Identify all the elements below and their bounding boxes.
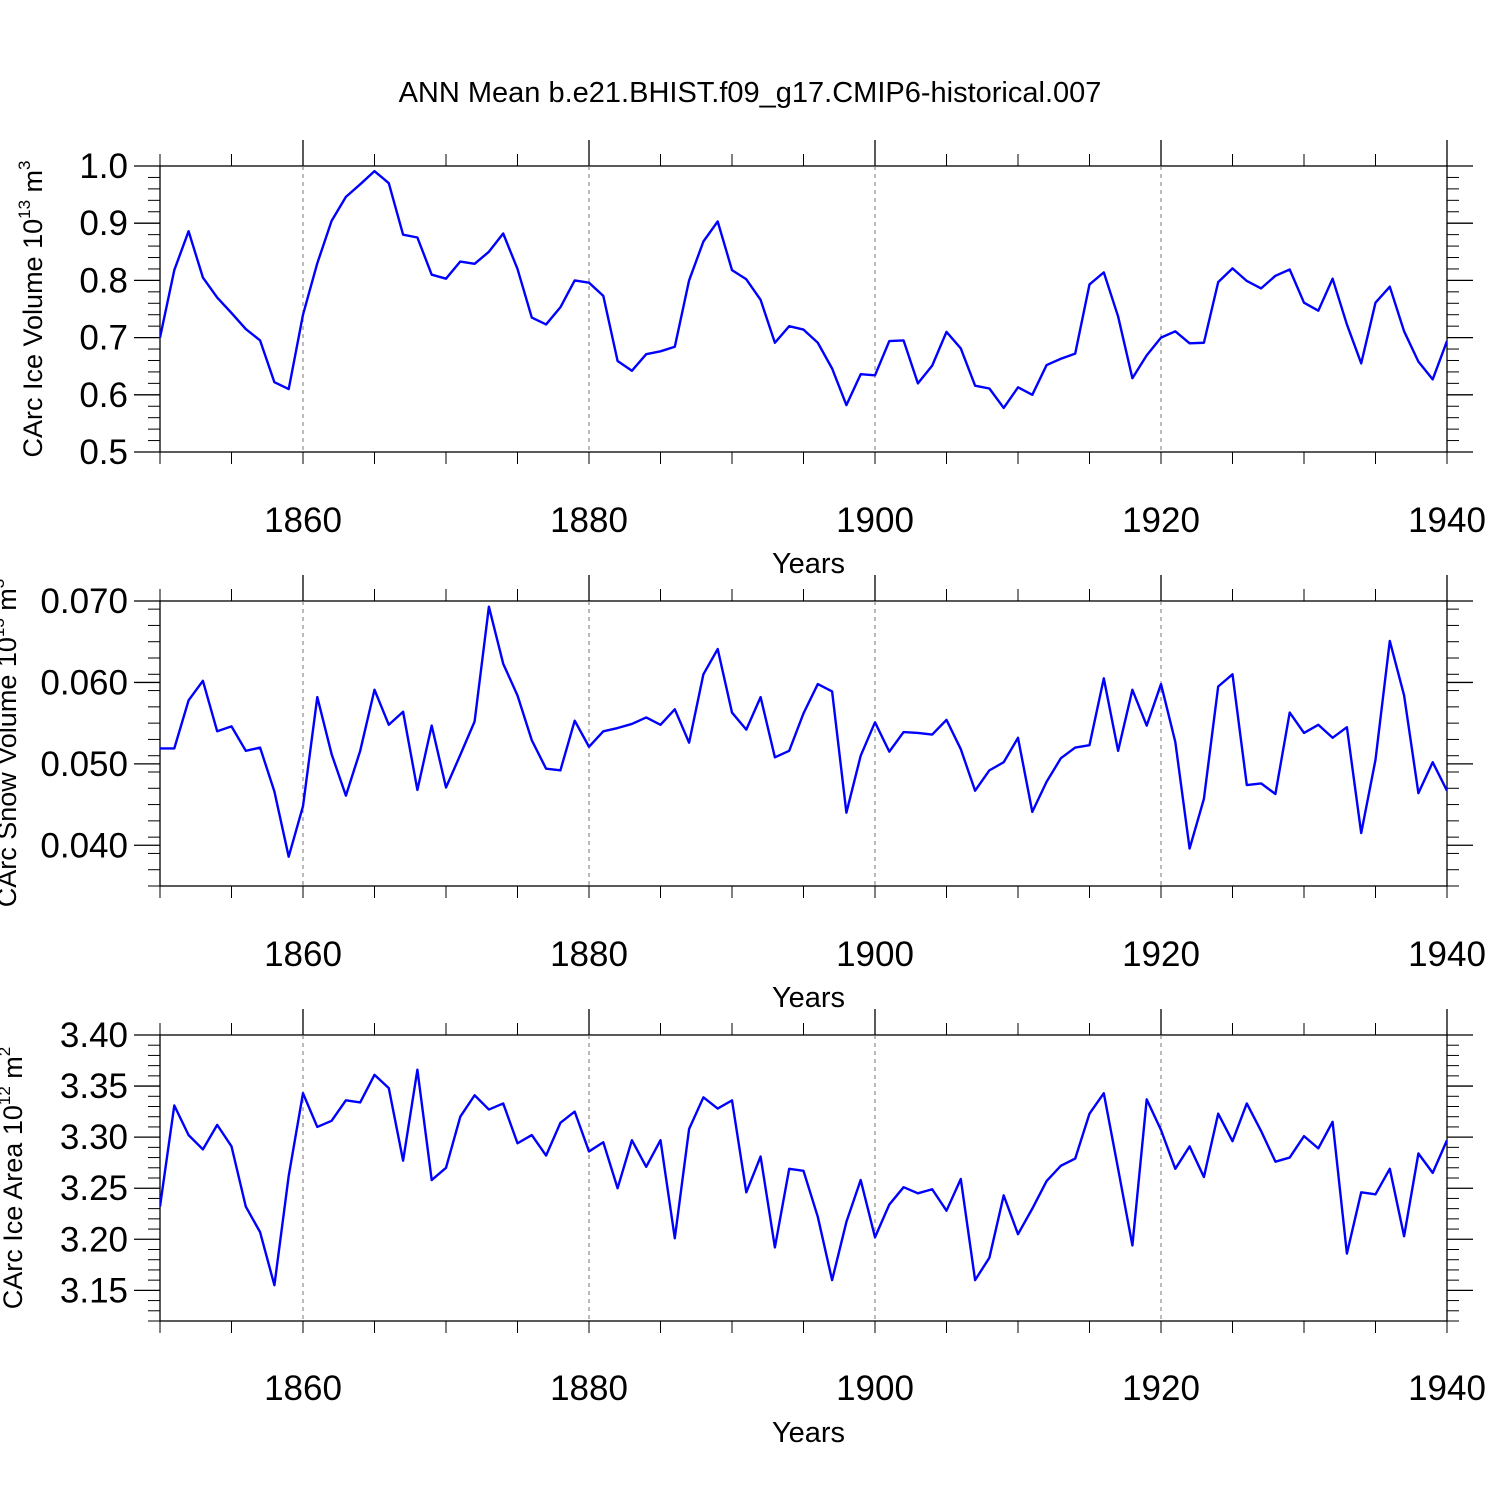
x-tick-label: 1900 [836, 1369, 914, 1408]
y-axis-label-unit: m [0, 1056, 28, 1086]
y-tick-label: 3.40 [60, 1016, 128, 1055]
x-axis-label: Years [772, 982, 845, 1014]
y-axis-label-exponent: 12 [0, 1086, 14, 1105]
y-tick-label: 3.15 [60, 1271, 128, 1310]
y-tick-label: 0.9 [79, 204, 128, 243]
y-axis-label-exponent: 13 [15, 200, 34, 219]
y-tick-label: 0.040 [40, 826, 128, 865]
y-tick-label: 0.060 [40, 663, 128, 702]
y-axis-label-main: CArc Ice Volume 10 [18, 219, 48, 458]
x-tick-label: 1940 [1408, 1369, 1486, 1408]
x-tick-label: 1940 [1408, 501, 1486, 540]
y-axis-label-unit-exponent: 3 [15, 160, 34, 169]
panel-2: 0.040 0.050 0.060 0.070 1860 1880 1900 1920 1940… [0, 575, 1486, 1014]
series-line [160, 169, 1447, 410]
x-tick-label: 1860 [264, 1369, 342, 1408]
figure-title: ANN Mean b.e21.BHIST.f09_g17.CMIP6-histo… [399, 77, 1102, 109]
x-tick-label: 1880 [550, 501, 628, 540]
y-tick-label: 3.20 [60, 1220, 128, 1259]
x-tick-label: 1880 [550, 935, 628, 974]
y-axis-label-unit-exponent: 2 [0, 1047, 14, 1056]
y-tick-label: 0.070 [40, 582, 128, 621]
x-tick-label: 1920 [1122, 1369, 1200, 1408]
y-tick-label: 3.30 [60, 1118, 128, 1157]
y-axis-label-unit: m [18, 170, 48, 200]
y-tick-label: 0.050 [40, 745, 128, 784]
y-tick-label: 1.0 [79, 147, 128, 186]
y-axis-label: CArc Snow Volume 1013 m3 [0, 579, 22, 908]
series-line [160, 1068, 1447, 1287]
y-axis-label-unit: m [0, 588, 22, 618]
x-axis-label: Years [772, 1417, 845, 1449]
y-axis-label: CArc Ice Volume 1013 m3 [15, 160, 48, 457]
x-tick-label: 1920 [1122, 935, 1200, 974]
series-line [160, 605, 1447, 858]
y-tick-label: 0.6 [79, 376, 128, 415]
y-tick-label: 3.35 [60, 1067, 128, 1106]
y-axis-label: CArc Ice Area 1012 m2 [0, 1047, 28, 1310]
x-tick-label: 1880 [550, 1369, 628, 1408]
y-tick-label: 0.8 [79, 261, 128, 300]
y-axis-label-main: CArc Ice Area 10 [0, 1105, 28, 1309]
x-tick-label: 1860 [264, 935, 342, 974]
x-tick-label: 1920 [1122, 501, 1200, 540]
y-tick-label: 0.7 [79, 319, 128, 358]
panel-1: 0.5 0.6 0.7 0.8 0.9 1.0 1860 1880 1900 1920 1940 Ye… [15, 140, 1486, 580]
x-axis-label: Years [772, 548, 845, 580]
y-axis-label-main: CArc Snow Volume 10 [0, 637, 22, 907]
panel-3: 3.15 3.20 3.25 3.30 3.35 3.40 1860 1880 1900 1920… [0, 1009, 1486, 1449]
x-tick-label: 1860 [264, 501, 342, 540]
x-tick-label: 1900 [836, 501, 914, 540]
y-tick-label: 3.25 [60, 1169, 128, 1208]
y-axis-label-unit-exponent: 3 [0, 579, 8, 588]
y-tick-label: 0.5 [79, 433, 128, 472]
panels: 0.5 0.6 0.7 0.8 0.9 1.0 1860 1880 1900 1920 1940 Ye… [0, 140, 1486, 1449]
y-axis-label-exponent: 13 [0, 618, 8, 637]
x-tick-label: 1940 [1408, 935, 1486, 974]
x-tick-label: 1900 [836, 935, 914, 974]
